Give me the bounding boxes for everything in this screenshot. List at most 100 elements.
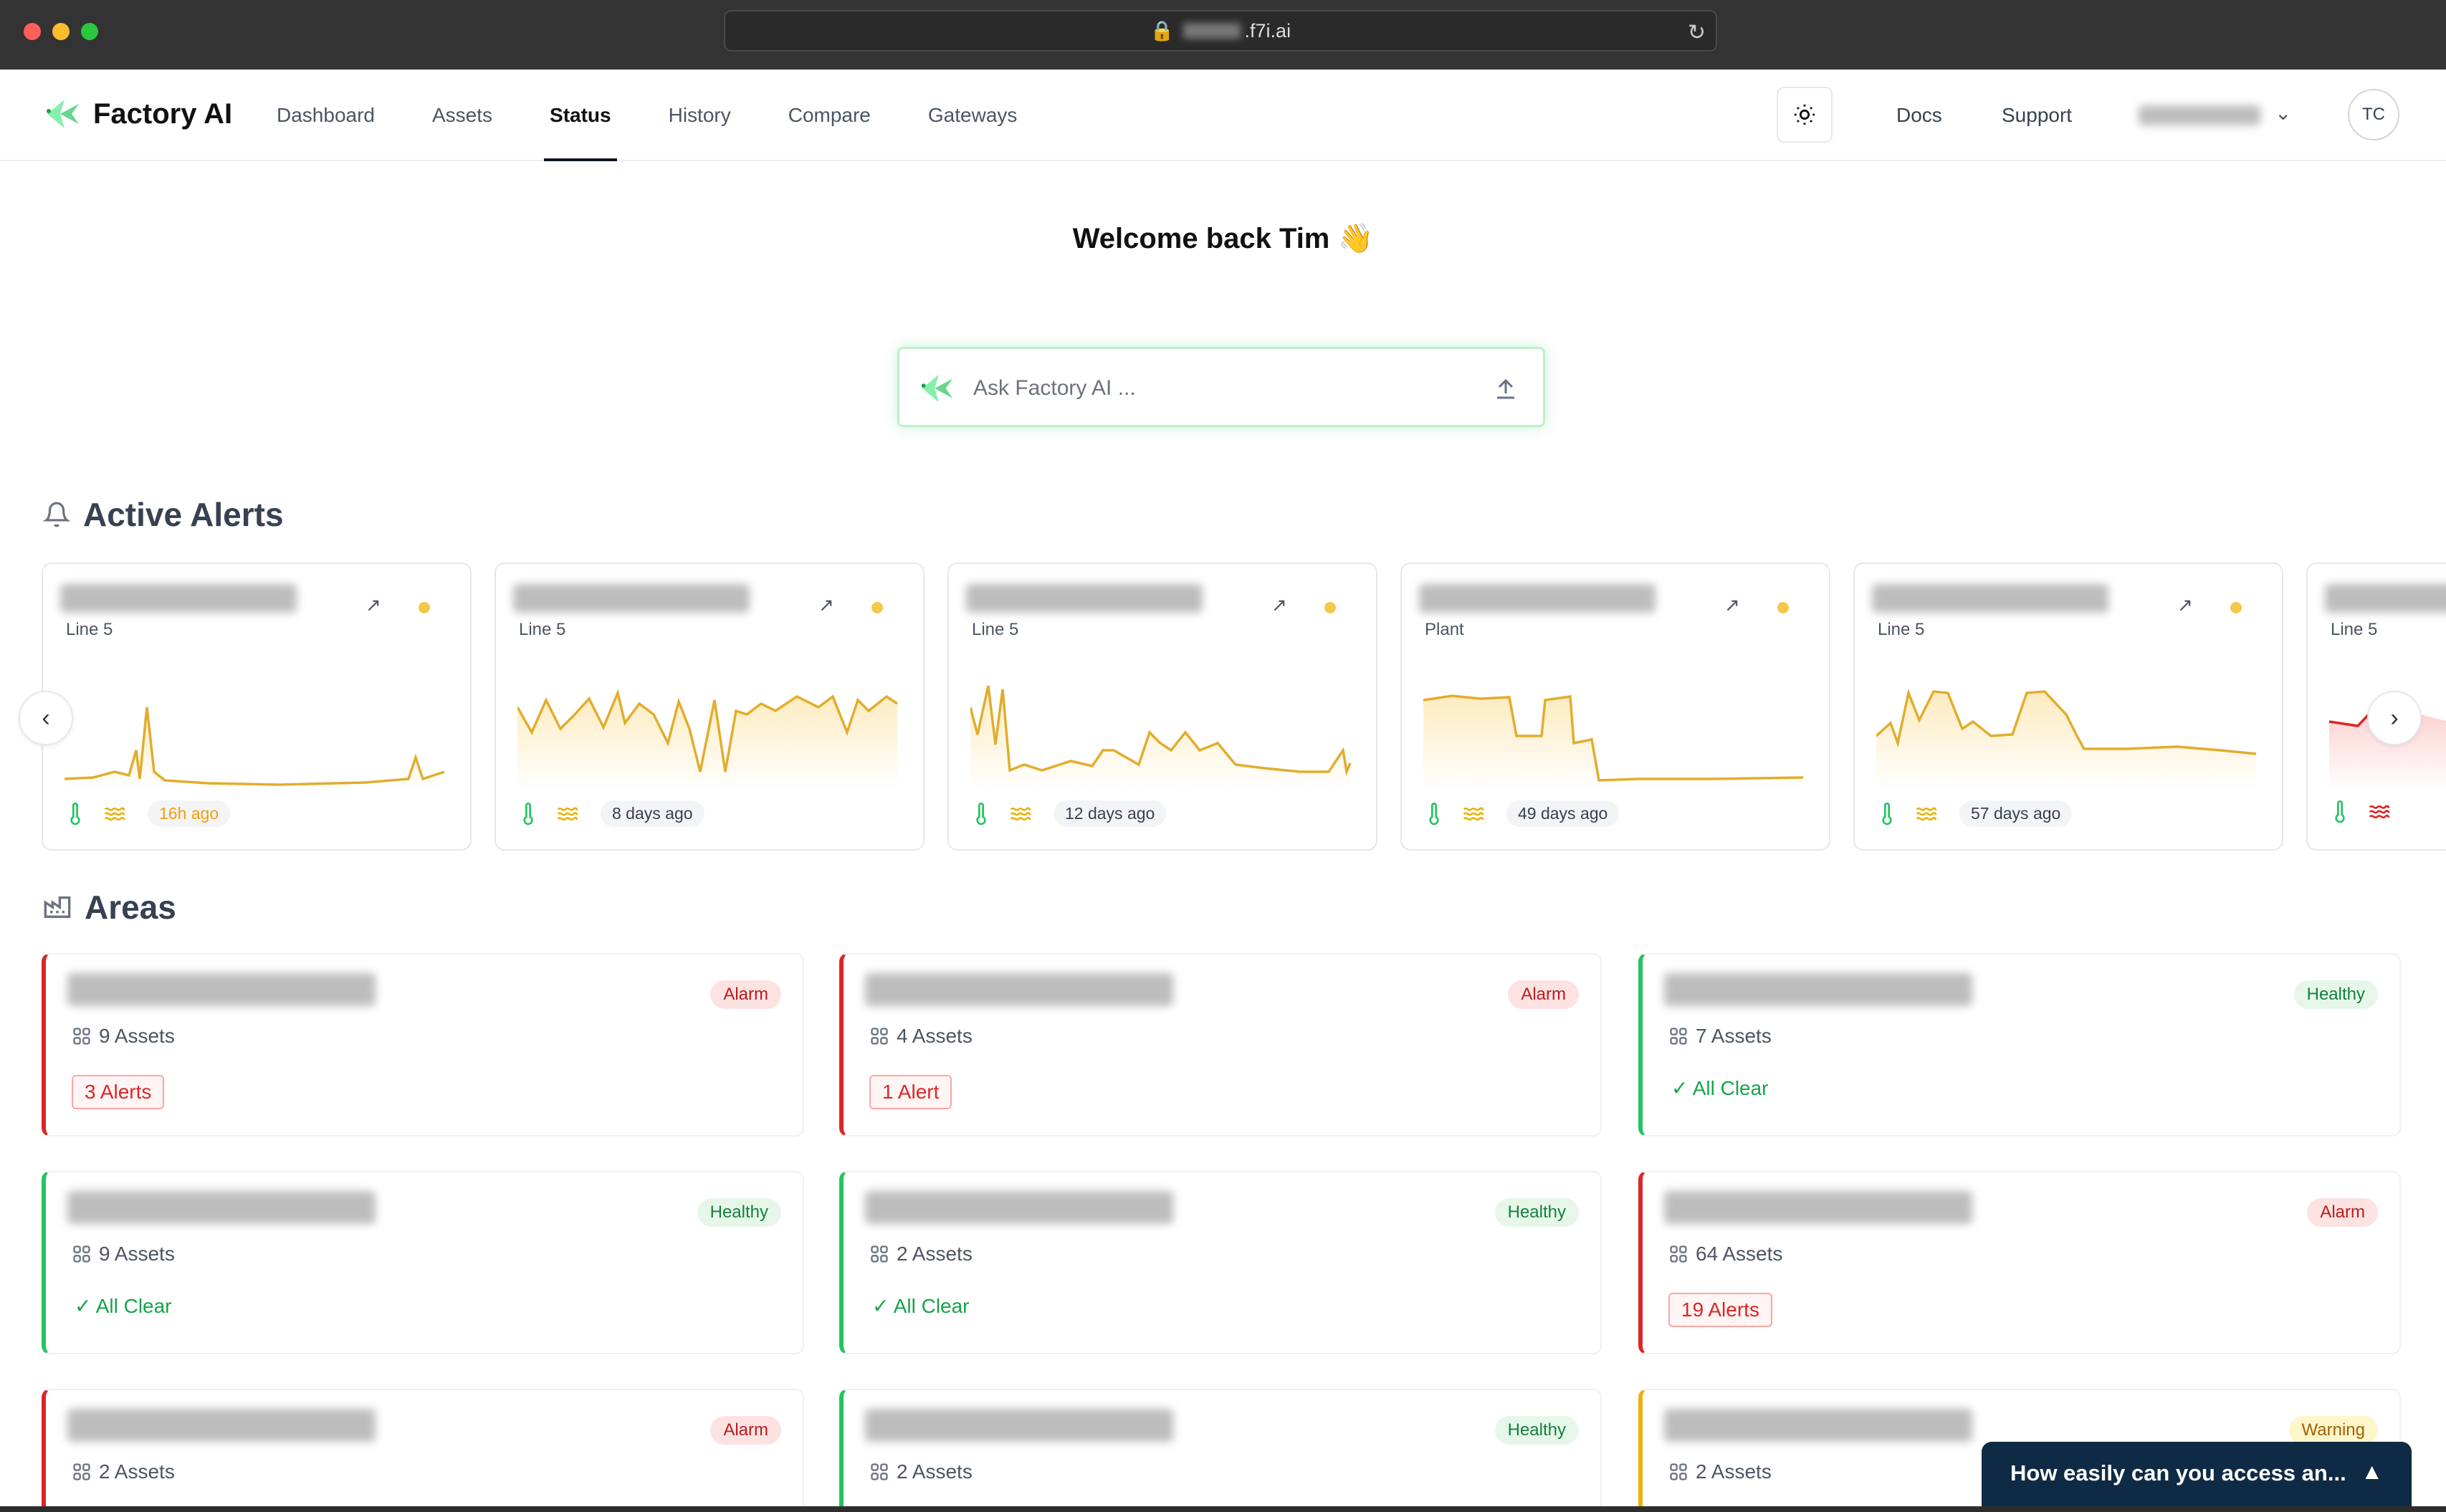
alert-time-badge: 8 days ago	[601, 800, 704, 827]
alert-location: Line 5	[2331, 620, 2378, 639]
thermometer-icon	[976, 802, 986, 825]
alert-card[interactable]: Line 5 ↗ 16h ago	[42, 563, 472, 851]
minimize-window-button[interactable]	[52, 23, 70, 40]
nav-status[interactable]: Status	[544, 70, 617, 161]
open-external-icon[interactable]: ↗	[818, 594, 834, 616]
warning-status-dot	[2230, 602, 2242, 613]
alert-card[interactable]: Plant ↗ 49 days ago	[1400, 563, 1830, 851]
area-name-redacted	[1664, 973, 1972, 1006]
ask-factory-ai-input[interactable]: Ask Factory AI ...	[897, 347, 1545, 427]
docs-link[interactable]: Docs	[1896, 104, 1942, 126]
alert-count-badge[interactable]: 1 Alert	[869, 1075, 952, 1109]
asset-count-label: 2 Assets	[1696, 1460, 1772, 1483]
area-card[interactable]: Healthy 2 Assets	[839, 1389, 1602, 1506]
alert-card[interactable]: Line 5 ↗	[2306, 563, 2446, 851]
check-icon: ✓	[872, 1295, 894, 1317]
grid-icon	[871, 1463, 888, 1480]
maximize-window-button[interactable]	[81, 23, 98, 40]
theme-toggle-button[interactable]	[1777, 87, 1833, 143]
area-status-badge: Alarm	[710, 980, 781, 1009]
open-external-icon[interactable]: ↗	[366, 594, 381, 616]
sparkline-line	[970, 685, 1352, 777]
sparkline-chart	[1876, 688, 2257, 790]
all-clear-status: ✓ All Clear	[75, 1294, 172, 1318]
nav-dashboard[interactable]: Dashboard	[277, 104, 375, 126]
area-name-redacted	[67, 1191, 376, 1224]
alert-card[interactable]: Line 5 ↗ 57 days ago	[1853, 563, 2283, 851]
area-card[interactable]: Healthy 7 Assets ✓ All Clear	[1638, 953, 2401, 1137]
org-selector[interactable]: ⌄	[2139, 102, 2291, 129]
asset-count-label: 9 Assets	[99, 1243, 175, 1265]
alert-card-footer	[2333, 800, 2391, 823]
carousel-prev-button[interactable]: ‹	[19, 691, 73, 745]
open-external-icon[interactable]: ↗	[2177, 594, 2193, 616]
alert-card-footer: 57 days ago	[1881, 800, 2073, 827]
asset-count-label: 2 Assets	[897, 1243, 973, 1265]
org-name-redacted	[2139, 105, 2260, 125]
nav-assets[interactable]: Assets	[431, 104, 493, 126]
area-card[interactable]: Healthy 2 Assets ✓ All Clear	[839, 1171, 1602, 1354]
open-external-icon[interactable]: ↗	[1271, 594, 1287, 616]
area-name-redacted	[1664, 1191, 1972, 1224]
asset-count-label: 2 Assets	[99, 1460, 175, 1483]
area-card[interactable]: Alarm 4 Assets 1 Alert	[839, 953, 1602, 1137]
area-status-badge: Healthy	[2293, 980, 2378, 1009]
alert-count-badge[interactable]: 19 Alerts	[1668, 1293, 1772, 1327]
asset-name-redacted	[1419, 584, 1656, 613]
area-status-badge: Alarm	[1508, 980, 1579, 1009]
close-window-button[interactable]	[24, 23, 41, 40]
area-status-badge: Healthy	[1494, 1198, 1579, 1227]
asset-name-redacted	[966, 584, 1203, 613]
app-name: Factory AI	[93, 97, 233, 130]
vibration-icon	[1010, 807, 1031, 820]
survey-widget[interactable]: How easily can you access an... ▲	[1982, 1442, 2412, 1506]
area-card[interactable]: Healthy 9 Assets ✓ All Clear	[42, 1171, 804, 1354]
area-status-badge: Healthy	[1494, 1416, 1579, 1445]
grid-icon	[1670, 1463, 1687, 1480]
user-avatar[interactable]: TC	[2348, 89, 2399, 140]
area-card[interactable]: Alarm 2 Assets	[42, 1389, 804, 1506]
thermometer-icon	[70, 802, 80, 825]
support-link[interactable]: Support	[2002, 104, 2073, 126]
asset-name-redacted	[60, 584, 297, 613]
sparkline-line	[65, 707, 445, 786]
alert-location: Line 5	[972, 620, 1019, 639]
alert-time-badge: 12 days ago	[1054, 800, 1167, 827]
area-card[interactable]: Alarm 9 Assets 3 Alerts	[42, 953, 804, 1137]
caret-up-icon[interactable]: ▲	[2361, 1459, 2383, 1484]
alert-card[interactable]: Line 5 ↗ 8 days ago	[495, 563, 925, 851]
chevron-down-icon: ⌄	[2275, 102, 2292, 124]
alert-location: Line 5	[66, 620, 113, 639]
check-icon: ✓	[75, 1295, 96, 1317]
area-status-badge: Warning	[2288, 1416, 2378, 1445]
vibration-icon	[1916, 807, 1937, 820]
nav-compare[interactable]: Compare	[788, 104, 871, 126]
open-external-icon[interactable]: ↗	[1724, 594, 1740, 616]
sparkline-line	[1876, 688, 2257, 755]
asset-name-redacted	[2325, 584, 2446, 613]
page: Factory AI Dashboard Assets Status Histo…	[0, 70, 2446, 1506]
areas-header: Areas	[43, 888, 176, 927]
sparkline-area	[1423, 696, 1803, 790]
all-clear-label: All Clear	[1692, 1077, 1769, 1099]
app-logo[interactable]: Factory AI	[43, 94, 232, 134]
nav-history[interactable]: History	[668, 104, 731, 126]
nav-gateways[interactable]: Gateways	[927, 104, 1018, 126]
alert-count-badge[interactable]: 3 Alerts	[72, 1075, 165, 1109]
factory-ai-logo-icon	[47, 100, 79, 128]
address-bar[interactable]: 🔒 .f7i.ai ↻	[724, 10, 1717, 52]
reload-icon[interactable]: ↻	[1687, 21, 1706, 44]
thermometer-icon	[1882, 802, 1892, 825]
area-asset-count: 2 Assets	[869, 1243, 973, 1265]
area-asset-count: 64 Assets	[1668, 1243, 1782, 1265]
area-card[interactable]: Alarm 64 Assets 19 Alerts	[1638, 1171, 2401, 1354]
survey-text: How easily can you access an...	[2010, 1460, 2346, 1485]
grid-icon	[1670, 1245, 1687, 1263]
all-clear-status: ✓ All Clear	[1671, 1076, 1769, 1100]
alert-card-footer: 12 days ago	[975, 800, 1167, 827]
area-name-redacted	[865, 1191, 1173, 1224]
url-text: .f7i.ai	[1244, 19, 1291, 42]
alert-card[interactable]: Line 5 ↗ 12 days ago	[947, 563, 1377, 851]
carousel-next-button[interactable]: ›	[2367, 691, 2422, 745]
upload-icon[interactable]	[1493, 375, 1519, 403]
